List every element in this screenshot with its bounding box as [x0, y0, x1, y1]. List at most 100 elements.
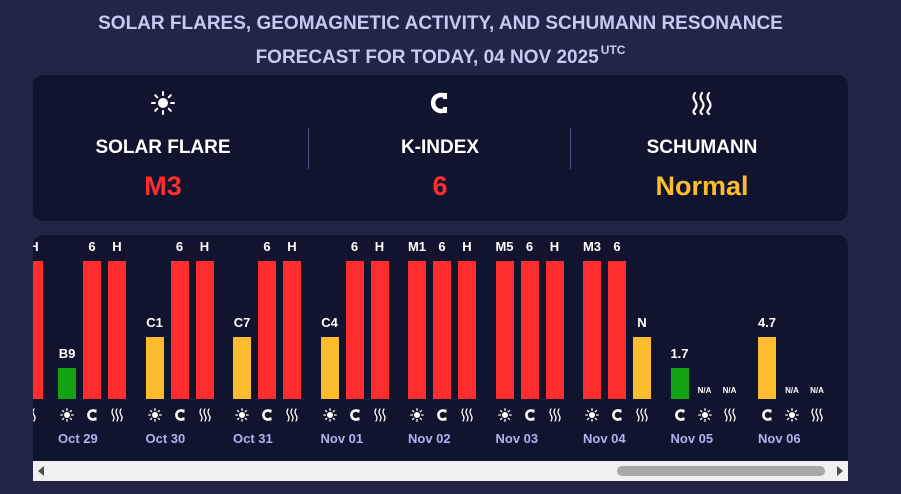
sun-icon [410, 408, 424, 422]
solar-na-label: N/A [785, 386, 799, 395]
schumann-value-label: H [287, 239, 297, 254]
k-index-summary: K-INDEX 6 [310, 75, 570, 221]
k-index-bar [758, 337, 776, 399]
solar-flare-value-label: M1 [407, 239, 427, 254]
solar-flare-value-label: M5 [495, 239, 514, 254]
schumann-bar [545, 261, 564, 399]
wave-icon [33, 408, 36, 422]
k-index-value-label: 6 [525, 239, 534, 254]
sun-icon [497, 408, 512, 422]
solar-flare-bar [320, 337, 339, 399]
sun-icon [147, 408, 162, 422]
schumann-value-label: H [112, 239, 122, 254]
wave-icon [636, 408, 648, 422]
wave-icon [692, 91, 712, 115]
sun-icon [235, 408, 249, 422]
k-index-bar [170, 261, 189, 399]
wave-icon [461, 408, 473, 422]
sun-icon [697, 408, 712, 422]
k-index-bar [258, 261, 276, 399]
wave-icon [111, 408, 123, 422]
date-label: Nov 02 [408, 431, 451, 446]
utc-label: UTC [600, 43, 626, 57]
date-label: Nov 01 [320, 431, 364, 446]
sun-icon [151, 91, 175, 115]
wave-icon [723, 408, 736, 422]
k-index-value-label: 6 [263, 239, 271, 254]
divider [308, 128, 309, 169]
date-label: Oct 31 [233, 431, 273, 446]
sun-icon [785, 408, 799, 422]
magnet-icon [762, 409, 772, 421]
schumann-summary: SCHUMANN Normal [572, 75, 832, 221]
magnet-icon [174, 409, 184, 421]
scrollbar-thumb[interactable] [617, 466, 825, 476]
magnet-icon [524, 409, 534, 421]
forecast-summary-panel: SOLAR FLARE M3 K-INDEX 6 SCHUMANN Normal [33, 75, 848, 221]
partial-schumann-label: H [33, 239, 39, 254]
title-line-1: SOLAR FLARES, GEOMAGNETIC ACTIVITY, AND … [98, 13, 783, 34]
k-index-label: K-INDEX [400, 137, 480, 158]
horizontal-scrollbar[interactable] [33, 461, 848, 481]
solar-flare-bar [583, 261, 601, 399]
schumann-value-label: H [199, 239, 210, 254]
title-line-2: FORECAST FOR TODAY, 04 NOV 2025 UTC [255, 43, 626, 68]
schumann-bar [633, 337, 651, 399]
schumann-bar [108, 261, 126, 399]
page-title: SOLAR FLARES, GEOMAGNETIC ACTIVITY, AND … [0, 10, 881, 71]
solar-flare-bar [408, 261, 426, 399]
schumann-na-label: N/A [722, 386, 737, 395]
magnet-icon [430, 92, 447, 114]
date-label: Oct 30 [145, 431, 186, 446]
k-index-bar [520, 261, 539, 399]
magnet-icon [612, 409, 622, 421]
magnet-icon [262, 409, 272, 421]
schumann-label: SCHUMANN [646, 137, 758, 158]
scroll-right-arrow-icon[interactable] [837, 466, 843, 476]
k-index-value-label: 6 [88, 239, 96, 254]
wave-icon [811, 408, 823, 422]
wave-icon [373, 408, 386, 422]
scroll-left-arrow-icon[interactable] [38, 466, 44, 476]
schumann-bar [458, 261, 476, 399]
k-index-bar [608, 261, 626, 399]
solar-flare-value-label: C4 [321, 315, 338, 330]
k-index-bar [670, 368, 689, 399]
k-index-value-label: 6 [350, 239, 359, 254]
solar-flare-value-label: C7 [233, 315, 251, 330]
wave-icon [286, 408, 298, 422]
sun-icon [322, 408, 337, 422]
sun-icon [60, 408, 74, 422]
forecast-chart[interactable]: H B9 6 H Oct 29 C1 6 H Oct 30 C7 6 H Oct 31 C4 6 H Nov 0… [33, 235, 848, 481]
schumann-bar [370, 261, 389, 399]
magnet-icon [87, 409, 97, 421]
magnet-icon [674, 409, 684, 421]
magnet-icon [349, 409, 359, 421]
solar-flare-value-label: B9 [58, 346, 76, 361]
schumann-value-label: H [462, 239, 472, 254]
schumann-value-label: H [549, 239, 560, 254]
k-index-value-label: 4.7 [757, 315, 777, 330]
solar-flare-bar [58, 368, 76, 399]
solar-flare-value: M3 [144, 171, 182, 201]
partial-schumann-bar [33, 261, 43, 399]
k-index-bar [83, 261, 101, 399]
solar-flare-bar [495, 261, 514, 399]
k-index-value: 6 [432, 171, 448, 201]
k-index-value-label: 6 [613, 239, 621, 254]
solar-flare-bar [233, 337, 251, 399]
solar-flare-bar [145, 337, 164, 399]
solar-na-label: N/A [697, 386, 712, 395]
schumann-value-label: N [637, 315, 647, 330]
k-index-value-label: 6 [175, 239, 184, 254]
divider [570, 128, 571, 169]
schumann-value: Normal [655, 171, 749, 201]
date-label: Nov 05 [670, 431, 714, 446]
date-label: Nov 03 [495, 431, 539, 446]
schumann-na-label: N/A [810, 386, 824, 395]
solar-flare-value-label: M3 [582, 239, 602, 254]
wave-icon [198, 408, 211, 422]
schumann-bar [195, 261, 214, 399]
date-label: Oct 29 [58, 431, 98, 446]
solar-flare-value-label: C1 [146, 315, 163, 330]
